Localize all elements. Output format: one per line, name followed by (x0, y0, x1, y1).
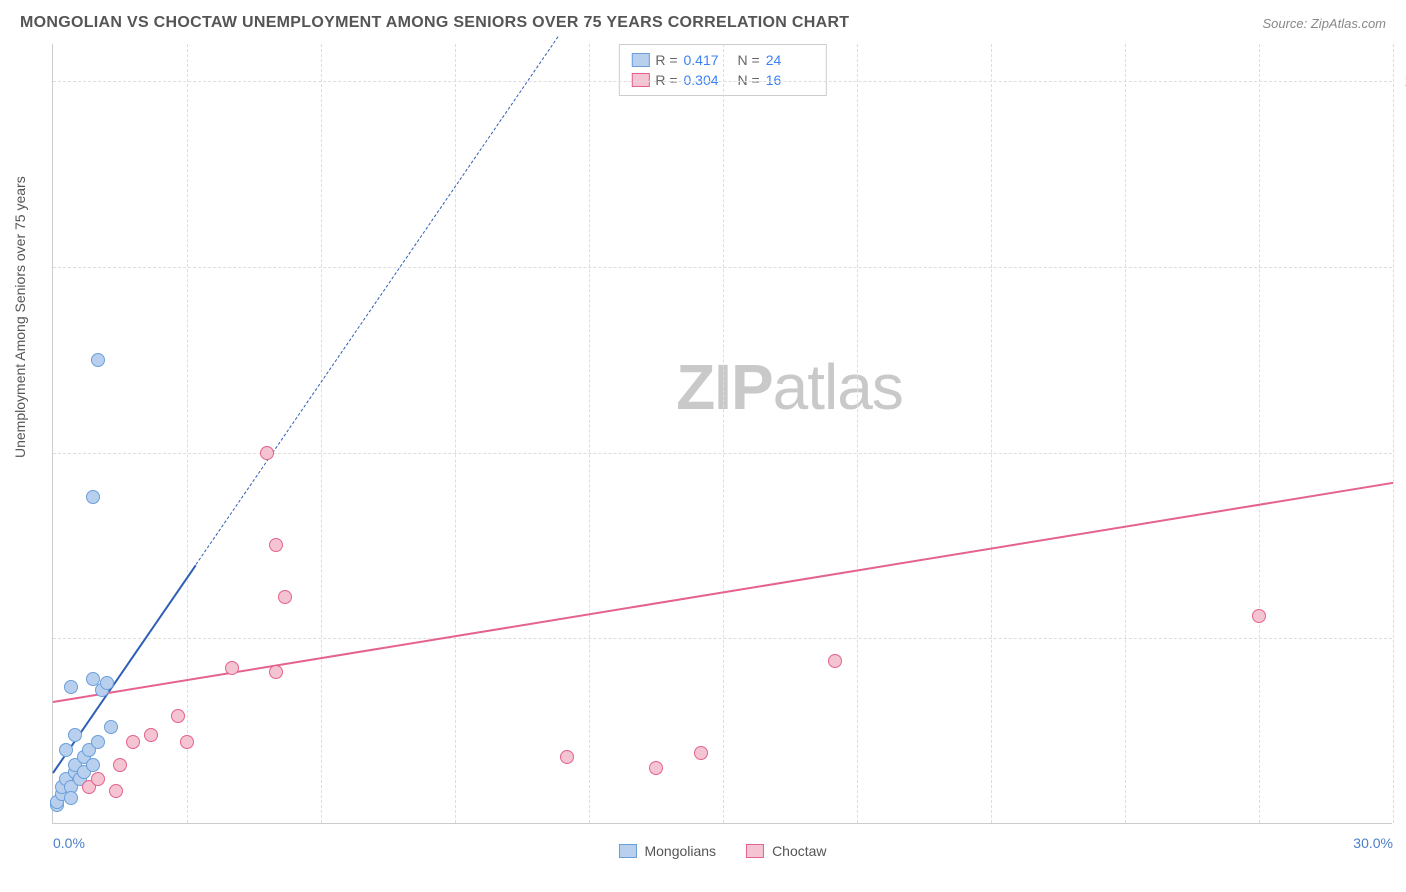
scatter-chart: ZIPatlas R =0.417N =24R =0.304N =16 Mong… (52, 44, 1392, 824)
gridline-vertical (455, 44, 456, 823)
y-tick-label: 75.0% (1397, 259, 1406, 275)
data-point (1252, 609, 1266, 623)
data-point (100, 676, 114, 690)
gridline-vertical (1259, 44, 1260, 823)
trendline (52, 564, 197, 773)
stats-n-label: N = (738, 52, 760, 68)
y-axis-label: Unemployment Among Seniors over 75 years (12, 176, 28, 458)
legend-item: Mongolians (618, 843, 716, 859)
data-point (86, 490, 100, 504)
data-point (113, 758, 127, 772)
legend-item: Choctaw (746, 843, 826, 859)
stats-n-label: N = (738, 72, 760, 88)
data-point (180, 735, 194, 749)
legend: Mongolians Choctaw (618, 843, 826, 859)
x-tick-label: 30.0% (1353, 835, 1393, 851)
stats-r-value: 0.304 (684, 72, 732, 88)
y-tick-label: 50.0% (1397, 445, 1406, 461)
chart-title: MONGOLIAN VS CHOCTAW UNEMPLOYMENT AMONG … (20, 14, 849, 32)
stats-n-value: 24 (766, 52, 814, 68)
data-point (828, 654, 842, 668)
data-point (91, 735, 105, 749)
x-tick-label: 0.0% (53, 835, 85, 851)
gridline-vertical (723, 44, 724, 823)
data-point (694, 746, 708, 760)
y-tick-label: 25.0% (1397, 630, 1406, 646)
trendline-extrapolation (196, 37, 559, 565)
gridline-vertical (187, 44, 188, 823)
gridline-vertical (1125, 44, 1126, 823)
gridline-vertical (589, 44, 590, 823)
data-point (64, 680, 78, 694)
data-point (64, 791, 78, 805)
data-point (260, 446, 274, 460)
watermark: ZIPatlas (676, 350, 903, 424)
legend-swatch (618, 844, 636, 858)
stats-r-label: R = (655, 52, 677, 68)
data-point (126, 735, 140, 749)
data-point (269, 665, 283, 679)
data-point (68, 728, 82, 742)
stats-swatch (631, 73, 649, 87)
gridline-vertical (857, 44, 858, 823)
data-point (91, 772, 105, 786)
data-point (144, 728, 158, 742)
stats-r-value: 0.417 (684, 52, 732, 68)
data-point (560, 750, 574, 764)
legend-label: Choctaw (772, 843, 826, 859)
data-point (269, 538, 283, 552)
legend-swatch (746, 844, 764, 858)
stats-r-label: R = (655, 72, 677, 88)
gridline-vertical (1393, 44, 1394, 823)
data-point (86, 758, 100, 772)
data-point (59, 743, 73, 757)
y-tick-label: 100.0% (1397, 73, 1406, 89)
gridline-vertical (991, 44, 992, 823)
gridline-vertical (321, 44, 322, 823)
data-point (225, 661, 239, 675)
data-point (649, 761, 663, 775)
data-point (171, 709, 185, 723)
data-point (91, 353, 105, 367)
legend-label: Mongolians (644, 843, 716, 859)
data-point (278, 590, 292, 604)
stats-n-value: 16 (766, 72, 814, 88)
data-point (109, 784, 123, 798)
source-attribution: Source: ZipAtlas.com (1262, 16, 1386, 31)
stats-swatch (631, 53, 649, 67)
data-point (104, 720, 118, 734)
